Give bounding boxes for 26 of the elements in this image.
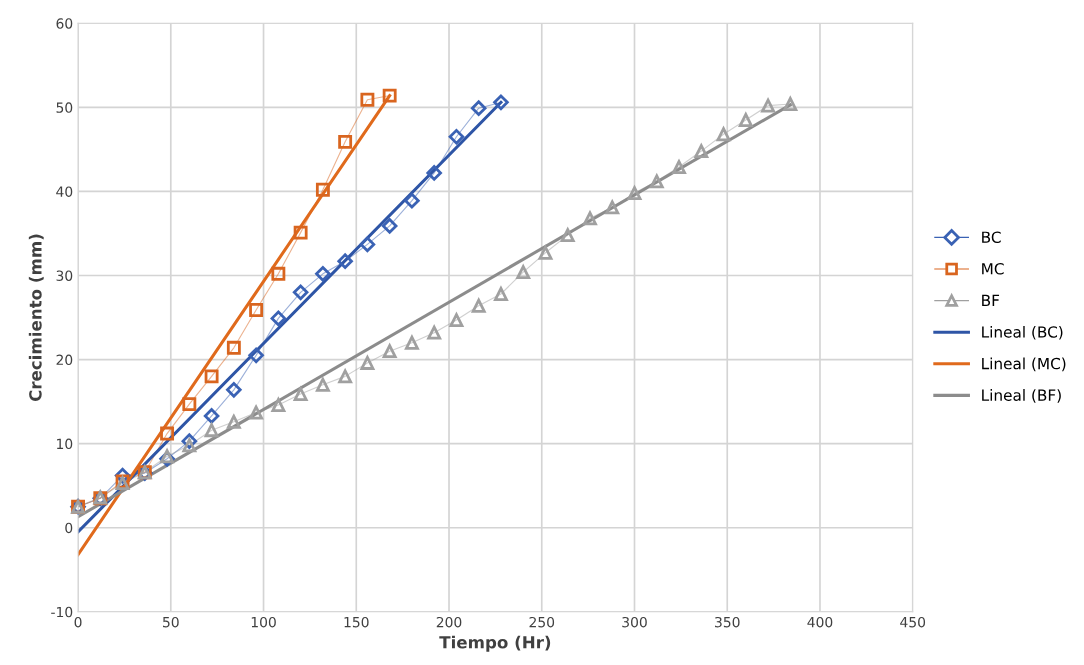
legend-label: Lineal (BC)	[982, 325, 1063, 340]
y-tick-label: 40	[56, 186, 73, 197]
legend-label: MC	[982, 263, 1004, 275]
x-tick-label: 250	[529, 616, 555, 628]
x-tick-label: 300	[622, 616, 647, 628]
x-tick-label: 450	[900, 616, 926, 628]
legend-label: Lineal (MC)	[982, 357, 1066, 372]
x-tick-label: 50	[163, 616, 179, 628]
legend-label: BC	[982, 231, 1001, 243]
x-tick-label: 200	[436, 616, 462, 628]
x-tick-label: 0	[74, 616, 82, 628]
x-tick-label: 350	[715, 616, 740, 628]
legend-label: BF	[982, 294, 1000, 306]
y-tick-label: 0	[65, 522, 73, 534]
x-axis-title: Tiempo (Hr)	[439, 635, 551, 652]
y-tick-label: 50	[56, 102, 73, 113]
y-tick-label: -10	[51, 606, 73, 618]
y-axis-title: Crecimiento (mm)	[28, 234, 44, 402]
x-tick-label: 150	[344, 616, 369, 628]
y-tick-label: 60	[56, 18, 73, 29]
y-tick-label: 10	[57, 438, 73, 450]
y-tick-label: 30	[56, 270, 73, 281]
x-tick-label: 400	[807, 616, 833, 628]
legend-label: Lineal (BF)	[982, 389, 1061, 403]
y-tick-label: 20	[56, 354, 73, 366]
x-tick-label: 100	[251, 616, 276, 628]
